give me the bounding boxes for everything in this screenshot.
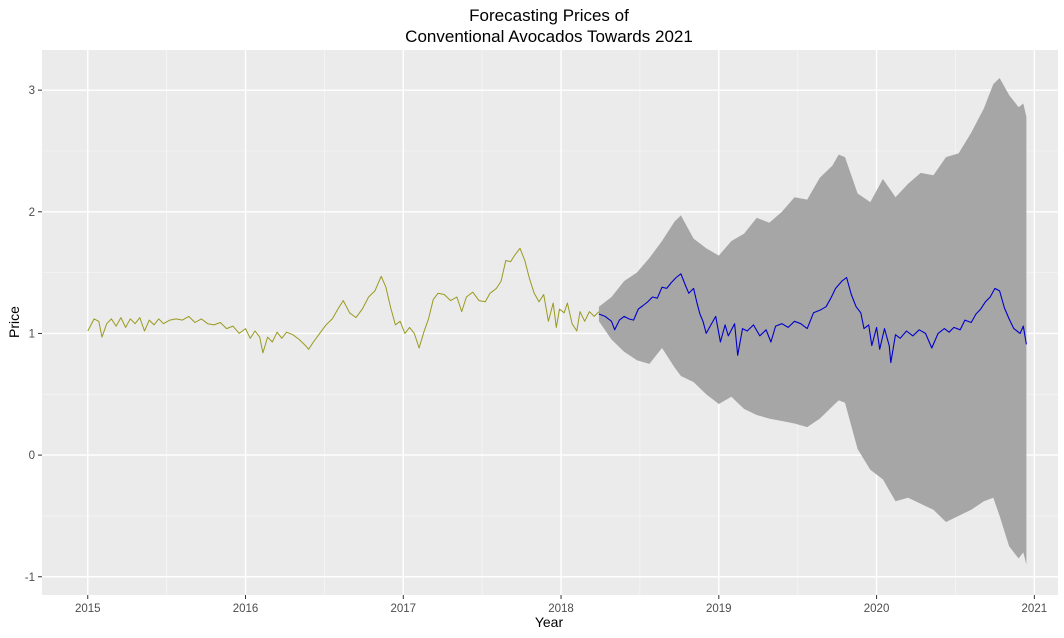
- y-tick-label: -1: [25, 572, 35, 584]
- y-tick-label: 0: [29, 450, 35, 462]
- prediction-interval: [598, 78, 1027, 565]
- chart-title-line-2: Conventional Avocados Towards 2021: [405, 27, 693, 46]
- x-tick-label: 2019: [706, 603, 732, 615]
- y-tick-label: 2: [29, 207, 35, 219]
- y-tick-label: 3: [29, 85, 35, 97]
- x-tick-label: 2021: [1022, 603, 1048, 615]
- x-tick-label: 2017: [390, 603, 416, 615]
- chart-title-line-1: Forecasting Prices of: [469, 6, 629, 25]
- history-series: [87, 247, 600, 354]
- history-line: [87, 247, 600, 354]
- x-axis-title: Year: [535, 614, 564, 630]
- prediction-interval-band: [598, 78, 1027, 565]
- y-axis-ticks: -1 0 1 2 3: [25, 85, 42, 584]
- x-tick-label: 2015: [75, 603, 101, 615]
- x-tick-label: 2018: [548, 603, 574, 615]
- x-tick-label: 2016: [233, 603, 259, 615]
- forecast-line: [598, 273, 1027, 364]
- y-tick-label: 1: [29, 328, 35, 340]
- y-axis-title: Price: [6, 306, 22, 338]
- x-tick-label: 2020: [864, 603, 890, 615]
- forecast-series: [598, 273, 1027, 364]
- x-axis-ticks: 2015 2016 2017 2018 2019 2020 2021: [75, 595, 1047, 615]
